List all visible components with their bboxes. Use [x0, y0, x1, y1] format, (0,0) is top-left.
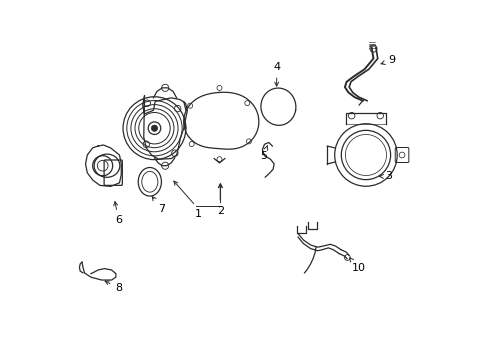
Text: 6: 6 — [114, 202, 122, 225]
Text: 1: 1 — [194, 209, 201, 219]
Text: 7: 7 — [152, 197, 165, 213]
Text: 3: 3 — [379, 171, 392, 181]
Text: 5: 5 — [260, 145, 267, 161]
Text: 2: 2 — [216, 184, 224, 216]
Text: 9: 9 — [380, 55, 395, 65]
Circle shape — [151, 125, 157, 131]
Text: 8: 8 — [105, 281, 122, 293]
Text: 10: 10 — [349, 258, 365, 273]
Text: 4: 4 — [272, 63, 280, 86]
